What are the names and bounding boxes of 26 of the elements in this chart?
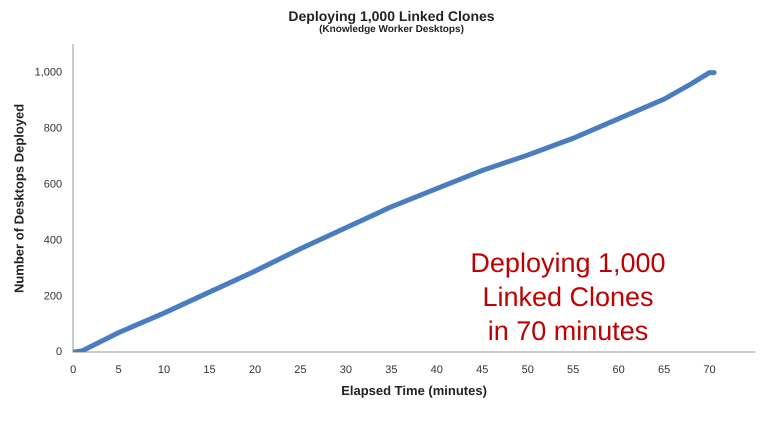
x-tick-label: 0 [70, 364, 76, 376]
y-tick-label: 600 [44, 178, 62, 190]
y-axis-title: Number of Desktops Deployed [11, 104, 26, 294]
x-tick-label: 40 [430, 364, 443, 376]
x-tick-label: 10 [158, 364, 170, 376]
y-tick-label: 1,000 [34, 66, 62, 79]
x-tick-label: 55 [567, 364, 580, 376]
x-tick-label: 15 [203, 364, 216, 376]
y-tick-label: 0 [56, 346, 62, 358]
x-tick-label: 65 [658, 364, 670, 376]
x-axis-title: Elapsed Time (minutes) [341, 382, 487, 398]
x-tick-label: 50 [522, 364, 534, 376]
x-tick-label: 70 [703, 364, 716, 376]
x-tick-label: 20 [248, 364, 262, 376]
chart-subtitle: (Knowledge Worker Desktops) [318, 24, 465, 35]
x-tick-label: 30 [340, 364, 352, 376]
y-tick-label: 400 [44, 234, 62, 246]
x-tick-label: 5 [116, 364, 122, 376]
y-tick-label: 200 [44, 290, 62, 302]
annotation: Deploying 1,000 Linked Clones in 70 minutes [469, 247, 667, 348]
x-tick-label: 60 [612, 364, 625, 376]
x-tick-label: 45 [476, 364, 488, 376]
x-tick-label: 35 [385, 364, 398, 376]
y-tick-label: 800 [44, 122, 62, 135]
chart-title: Deploying 1,000 Linked Clones [287, 8, 496, 24]
x-tick-label: 25 [294, 364, 307, 376]
